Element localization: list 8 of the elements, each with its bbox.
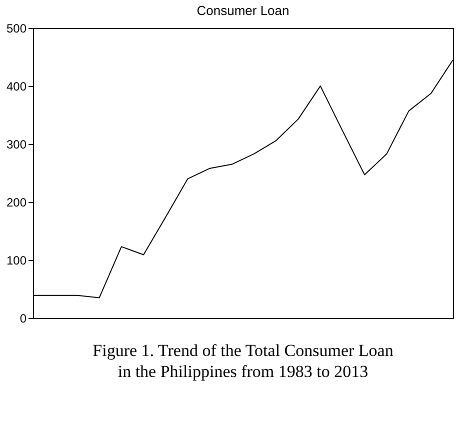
caption: Figure 1. Trend of the Total Consumer Loan in the Philippines from 1983 to 2013	[92, 341, 394, 381]
y-tick-label: 100	[6, 254, 27, 268]
chart-title: Consumer Loan	[196, 3, 290, 18]
y-tick-label: 300	[6, 138, 27, 152]
y-tick-label: 0	[20, 312, 27, 326]
y-tick-label: 200	[6, 196, 27, 210]
y-tick-label: 500	[6, 22, 27, 36]
y-tick-label: 400	[6, 80, 27, 94]
